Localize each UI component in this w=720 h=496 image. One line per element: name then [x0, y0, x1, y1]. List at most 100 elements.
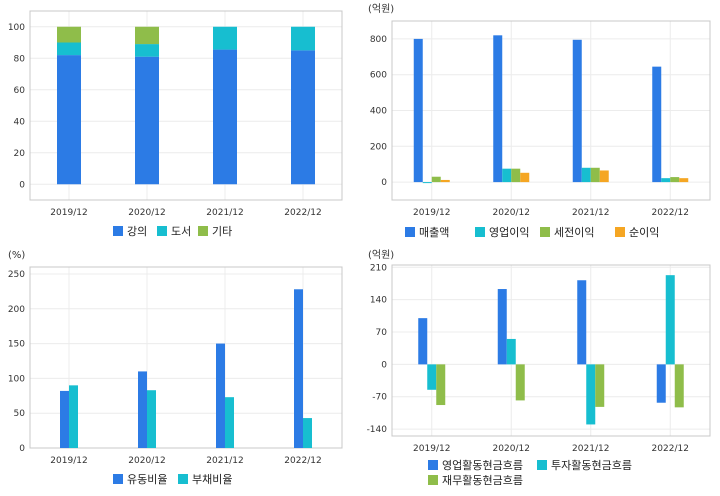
bar — [493, 35, 503, 183]
bar — [440, 179, 450, 183]
x-tick-label: 2019/12 — [50, 208, 87, 218]
legend-label: 영업활동현금흐름 — [442, 458, 523, 472]
legend-swatch — [475, 227, 485, 237]
legend-label: 투자활동현금흐름 — [551, 458, 632, 472]
plot-frame — [29, 10, 343, 201]
bar — [418, 318, 428, 365]
legend-swatch — [537, 460, 547, 470]
y-tick-label: 600 — [370, 71, 387, 81]
bar — [216, 343, 225, 448]
plot-frame — [29, 266, 343, 449]
y-tick-label: 50 — [14, 409, 26, 419]
bar — [135, 44, 159, 57]
legend-label: 영업이익 — [489, 226, 529, 239]
x-tick-label: 2020/12 — [493, 208, 530, 218]
y-tick-label: -70 — [372, 393, 387, 403]
legend-swatch — [540, 227, 550, 237]
bar — [661, 178, 671, 183]
y-tick-label: 20 — [14, 149, 26, 159]
bar — [57, 55, 81, 185]
y-tick-label: 200 — [370, 142, 387, 152]
bar — [60, 390, 69, 448]
bar — [291, 26, 315, 51]
y-tick-label: -140 — [367, 425, 388, 435]
x-tick-label: 2021/12 — [206, 208, 243, 218]
x-tick-label: 2020/12 — [128, 456, 165, 466]
legend-label: 유동비율 — [127, 473, 167, 486]
bar — [497, 289, 507, 365]
bar — [436, 364, 446, 406]
legend-label: 세전이익 — [554, 226, 594, 239]
bar — [679, 178, 689, 183]
legend-swatch — [405, 227, 415, 237]
chart-1: 0 20 40 60 80 100 2019/12 2020/12 2021/12 2022/12… — [8, 10, 343, 238]
bar — [670, 177, 680, 183]
bar — [502, 168, 512, 183]
x-tick-label: 2019/12 — [413, 208, 450, 218]
bar — [135, 56, 159, 185]
legend-swatch — [113, 226, 123, 236]
y-tick-label: 80 — [14, 54, 26, 64]
x-tick-label: 2019/12 — [413, 444, 450, 454]
bar — [135, 26, 159, 45]
y-tick-label: 400 — [370, 107, 387, 117]
unit-label: (억원) — [368, 249, 394, 261]
x-tick-label: 2019/12 — [50, 456, 87, 466]
legend-swatch — [428, 475, 438, 485]
y-tick-label: 200 — [8, 305, 25, 315]
x-tick-label: 2022/12 — [652, 444, 689, 454]
bar — [291, 50, 315, 185]
bar — [57, 26, 81, 43]
legend-label: 도서 — [171, 225, 191, 238]
chart-2: (억원) 0 200 400 600 800 2019/12 2020/12 2021/12 20… — [368, 3, 711, 239]
y-tick-label: 70 — [376, 328, 388, 338]
y-tick-label: 0 — [381, 360, 387, 370]
legend-label: 부채비율 — [192, 473, 232, 486]
y-tick-label: 0 — [19, 444, 25, 454]
legend-swatch — [198, 226, 208, 236]
bar — [69, 385, 78, 448]
bar — [586, 364, 596, 425]
y-tick-label: 210 — [370, 263, 387, 273]
bar — [595, 364, 605, 407]
bar — [422, 182, 432, 184]
legend-swatch — [113, 474, 123, 484]
bar — [665, 275, 675, 365]
bar — [515, 364, 525, 401]
plot-frame — [391, 264, 711, 437]
bar — [427, 364, 437, 390]
y-tick-label: 0 — [381, 178, 387, 188]
bar — [138, 371, 147, 448]
legend-label: 기타 — [212, 225, 232, 238]
x-tick-label: 2021/12 — [572, 208, 609, 218]
bar — [520, 172, 530, 183]
x-tick-label: 2022/12 — [284, 208, 321, 218]
chart-4: (억원) -140 -70 0 70 140 210 2019/12 2020/12 2021/1… — [367, 249, 711, 487]
bar — [57, 42, 81, 56]
unit-label: (억원) — [368, 3, 394, 15]
bar — [656, 364, 666, 403]
legend-swatch — [428, 460, 438, 470]
legend-label: 순이익 — [629, 226, 659, 239]
legend-swatch — [178, 474, 188, 484]
x-tick-label: 2020/12 — [128, 208, 165, 218]
y-tick-label: 800 — [370, 35, 387, 45]
y-tick-label: 150 — [8, 340, 25, 350]
legend-label: 매출액 — [419, 226, 449, 239]
y-tick-label: 0 — [19, 180, 25, 190]
x-tick-label: 2021/12 — [572, 444, 609, 454]
plot-frame — [391, 20, 711, 201]
x-tick-label: 2021/12 — [206, 456, 243, 466]
legend-swatch — [615, 227, 625, 237]
x-tick-label: 2022/12 — [652, 208, 689, 218]
bar — [511, 168, 521, 183]
bar — [431, 176, 441, 183]
bar — [213, 26, 237, 50]
y-tick-label: 60 — [14, 86, 26, 96]
bar — [572, 39, 582, 183]
bar — [147, 390, 156, 448]
y-tick-label: 250 — [8, 270, 25, 280]
bar — [413, 38, 423, 183]
bar — [303, 418, 312, 448]
